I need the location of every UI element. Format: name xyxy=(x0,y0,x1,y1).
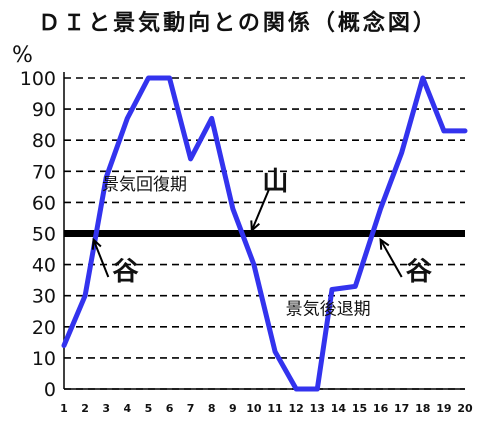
x-tick-label: 13 xyxy=(310,402,325,415)
x-tick-label: 6 xyxy=(166,402,174,415)
x-tick-label: 5 xyxy=(145,402,153,415)
x-tick-label: 17 xyxy=(394,402,409,415)
x-tick-label: 11 xyxy=(267,402,282,415)
annotation-label-phase: 景気後退期 xyxy=(286,299,371,319)
x-tick-label: 10 xyxy=(246,402,262,415)
x-tick-label: 16 xyxy=(373,402,389,415)
y-axis-label: % xyxy=(12,43,33,68)
annotation-label-peak: 山 xyxy=(262,167,288,197)
x-tick-label: 3 xyxy=(102,402,110,415)
y-tick-label: 70 xyxy=(32,161,56,183)
x-tick-label: 20 xyxy=(457,402,473,415)
x-tick-label: 9 xyxy=(229,402,237,415)
x-tick-label: 1 xyxy=(60,402,68,415)
x-tick-label: 18 xyxy=(415,402,430,415)
y-tick-label: 100 xyxy=(20,68,56,90)
y-tick-label: 30 xyxy=(32,286,56,308)
y-tick-label: 90 xyxy=(32,99,56,121)
y-tick-label: 60 xyxy=(32,192,56,214)
annotation-label-trough: 谷 xyxy=(406,257,433,287)
y-tick-label: 20 xyxy=(32,317,56,339)
chart-title: ＤＩと景気動向との関係（概念図） xyxy=(38,10,438,36)
x-tick-label: 7 xyxy=(187,402,195,415)
y-tick-label: 0 xyxy=(44,379,56,401)
x-tick-label: 4 xyxy=(123,402,131,415)
x-tick-label: 14 xyxy=(331,402,347,415)
y-tick-labels: 0 10 20 30 40 50 60 70 80 90 100 xyxy=(20,68,56,401)
y-tick-label: 80 xyxy=(32,130,56,152)
x-tick-label: 12 xyxy=(289,402,304,415)
annotation-label-trough: 谷 xyxy=(113,257,140,287)
peak-arrow xyxy=(252,190,269,230)
x-tick-label: 2 xyxy=(81,402,89,415)
trough-arrow-right xyxy=(381,240,402,277)
y-tick-label: 10 xyxy=(32,348,56,370)
x-tick-label: 15 xyxy=(352,402,367,415)
annotation-label-phase: 景気回復期 xyxy=(102,175,187,195)
y-tick-label: 40 xyxy=(32,255,56,277)
x-tick-label: 8 xyxy=(208,402,216,415)
x-tick-label: 19 xyxy=(436,402,451,415)
y-tick-label: 50 xyxy=(32,224,56,246)
